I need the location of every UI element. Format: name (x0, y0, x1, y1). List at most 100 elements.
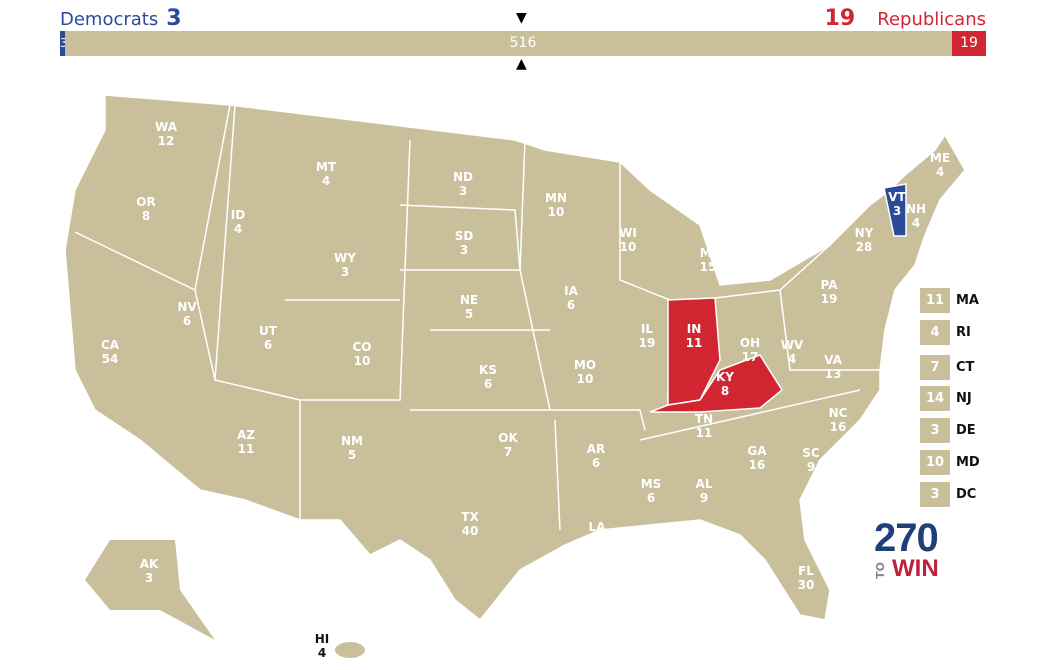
democrats-total: Democrats 3 (60, 6, 182, 31)
state-ev: 5 (347, 448, 357, 462)
state-hi[interactable] (335, 642, 365, 658)
state-ev: 6 (182, 314, 192, 328)
state-label-ar[interactable]: AR 6 (587, 442, 606, 470)
state-label-ne[interactable]: NE 5 (460, 293, 478, 321)
state-ev: 6 (483, 377, 493, 391)
state-label-vt[interactable]: VT 3 (888, 190, 905, 218)
state-ev: 19 (638, 336, 656, 350)
state-label-mo[interactable]: MO 10 (574, 358, 596, 386)
state-ev: 4 (935, 165, 945, 179)
state-label-tn[interactable]: TN 11 (695, 412, 713, 440)
state-label-oh[interactable]: OH 17 (740, 336, 760, 364)
state-abbr: HI (314, 632, 330, 646)
small-state-label: CT (956, 360, 975, 375)
state-label-nm[interactable]: NM 5 (341, 434, 363, 462)
state-ev: 10 (547, 205, 565, 219)
state-label-ms[interactable]: MS 6 (641, 477, 662, 505)
state-ev: 15 (699, 260, 717, 274)
state-label-va[interactable]: VA 13 (824, 353, 842, 381)
state-label-fl[interactable]: FL 30 (798, 564, 815, 592)
state-in[interactable] (667, 297, 721, 406)
state-label-al[interactable]: AL 9 (696, 477, 713, 505)
state-label-ut[interactable]: UT 6 (259, 324, 277, 352)
state-abbr: VT (888, 190, 906, 204)
small-state-ma-box[interactable]: 11 (920, 288, 950, 313)
state-abbr: MI (699, 246, 717, 260)
state-label-ca[interactable]: CA 54 (101, 338, 119, 366)
state-borders (74, 104, 880, 531)
small-state-md-box[interactable]: 10 (920, 450, 950, 475)
state-abbr: WV (780, 338, 804, 352)
state-ev: 9 (806, 460, 816, 474)
small-state-label: DE (956, 423, 976, 438)
state-ev: 6 (646, 491, 656, 505)
state-abbr: CO (352, 340, 372, 354)
state-ev: 30 (797, 578, 815, 592)
dem-label: Democrats (60, 9, 159, 30)
state-abbr: SC (802, 446, 820, 460)
state-abbr: OK (498, 431, 518, 445)
state-label-wa[interactable]: WA 12 (155, 120, 177, 148)
small-state-ri-box[interactable]: 4 (920, 320, 950, 345)
state-abbr: KY (716, 370, 734, 384)
state-label-wy[interactable]: WY 3 (334, 251, 356, 279)
state-vt[interactable] (883, 183, 907, 237)
state-label-az[interactable]: AZ 11 (237, 428, 255, 456)
tossup-count: 516 (509, 35, 537, 51)
state-label-nc[interactable]: NC 16 (829, 406, 848, 434)
state-ev: 8 (592, 534, 602, 548)
state-label-or[interactable]: OR 8 (136, 195, 155, 223)
state-label-me[interactable]: ME 4 (930, 151, 950, 179)
state-label-in[interactable]: IN 11 (686, 322, 703, 350)
state-label-wi[interactable]: WI 10 (619, 226, 637, 254)
state-ev: 28 (855, 240, 873, 254)
state-label-ok[interactable]: OK 7 (498, 431, 518, 459)
state-label-mt[interactable]: MT 4 (316, 160, 336, 188)
state-abbr: AR (586, 442, 606, 456)
state-abbr: NV (177, 300, 197, 314)
state-ak[interactable] (85, 540, 215, 640)
state-label-ak[interactable]: AK 3 (140, 557, 159, 585)
state-ev: 3 (144, 571, 154, 585)
marker-down-icon: ▼ (516, 10, 527, 26)
state-label-wv[interactable]: WV 4 (781, 338, 804, 366)
small-state-nj-box[interactable]: 14 (920, 386, 950, 411)
small-state-ct-box[interactable]: 7 (920, 355, 950, 380)
state-label-nh[interactable]: NH 4 (906, 202, 926, 230)
state-label-nd[interactable]: ND 3 (453, 170, 473, 198)
state-label-sc[interactable]: SC 9 (802, 446, 819, 474)
state-label-pa[interactable]: PA 19 (821, 278, 838, 306)
small-state-dc-box[interactable]: 3 (920, 482, 950, 507)
state-ky[interactable] (649, 354, 783, 413)
state-abbr: VA (824, 353, 842, 367)
small-state-de-box[interactable]: 3 (920, 418, 950, 443)
state-label-ky[interactable]: KY 8 (716, 370, 734, 398)
state-abbr: WY (334, 251, 356, 265)
small-state-label: MA (956, 293, 979, 308)
state-label-ia[interactable]: IA 6 (564, 284, 578, 312)
state-abbr: OH (739, 336, 761, 350)
state-ev: 6 (566, 298, 576, 312)
state-ev: 13 (824, 367, 842, 381)
state-label-mn[interactable]: MN 10 (545, 191, 567, 219)
state-abbr: PA (820, 278, 838, 292)
state-label-ny[interactable]: NY 28 (855, 226, 874, 254)
state-label-id[interactable]: ID 4 (231, 208, 245, 236)
state-label-sd[interactable]: SD 3 (455, 229, 474, 257)
state-label-il[interactable]: IL 19 (639, 322, 656, 350)
state-ev: 10 (576, 372, 594, 386)
state-label-ks[interactable]: KS 6 (479, 363, 497, 391)
state-abbr: IA (564, 284, 578, 298)
state-label-ga[interactable]: GA 16 (747, 444, 766, 472)
state-label-hi[interactable]: HI 4 (315, 632, 330, 660)
state-label-mi[interactable]: MI 15 (700, 246, 717, 274)
logo-win: WIN (892, 555, 939, 582)
state-label-la[interactable]: LA 8 (589, 520, 606, 548)
state-label-co[interactable]: CO 10 (352, 340, 371, 368)
state-abbr: WI (619, 226, 637, 240)
state-abbr: NY (854, 226, 874, 240)
state-ev: 11 (685, 336, 703, 350)
state-label-nv[interactable]: NV 6 (177, 300, 196, 328)
state-label-tx[interactable]: TX 40 (461, 510, 478, 538)
